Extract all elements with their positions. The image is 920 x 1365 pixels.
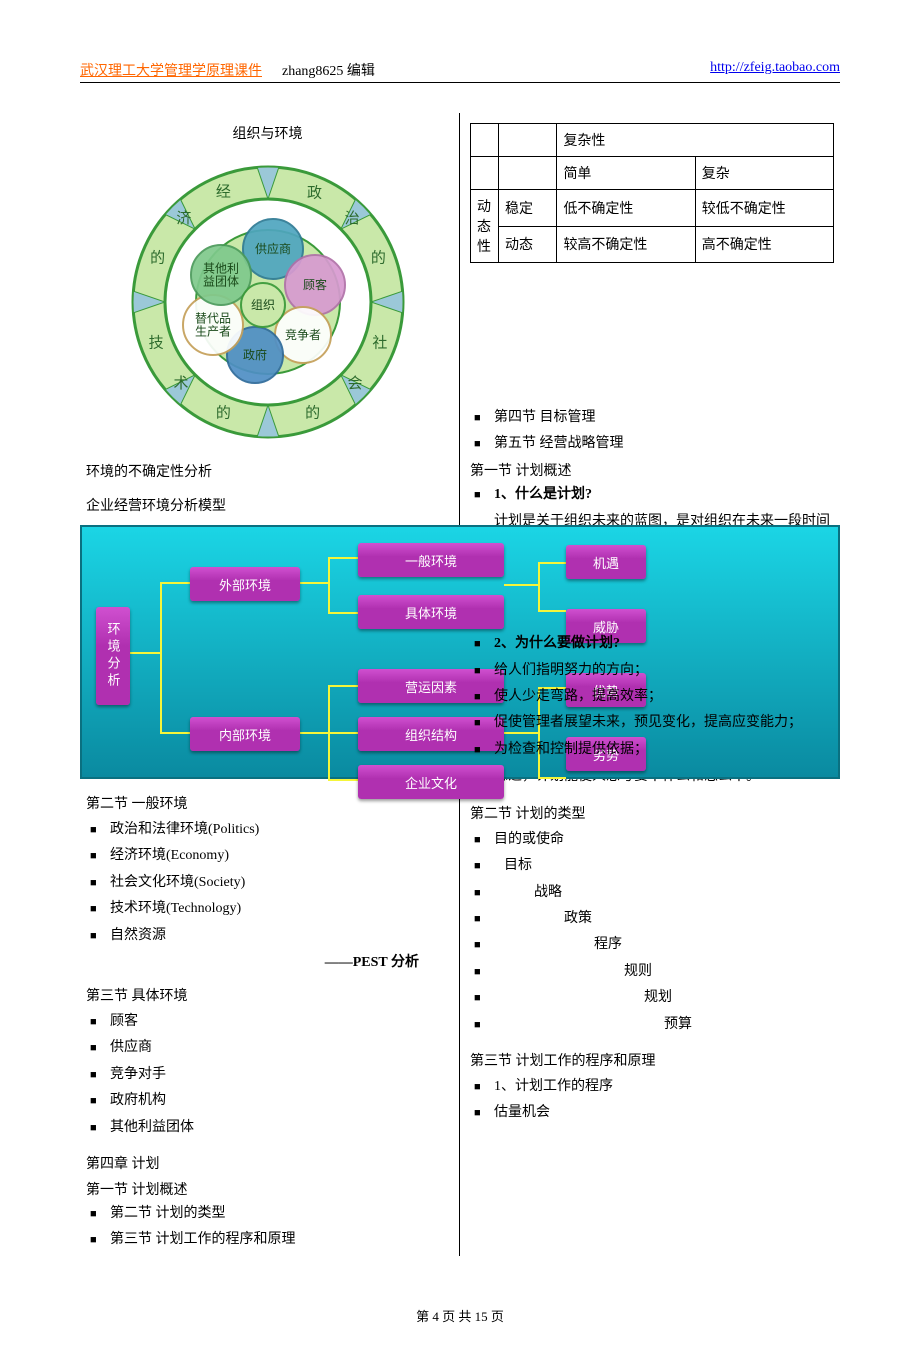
svg-text:其他利: 其他利 bbox=[202, 262, 238, 276]
left-column: 组织与环境 经济的技术的政治的社会的供应商顾客竞争者政府替代品生产者其他利益团体… bbox=[80, 113, 460, 1256]
svg-text:竞争者: 竞争者 bbox=[284, 328, 320, 342]
list-item: 供应商 bbox=[110, 1037, 449, 1059]
list-item: 预算 bbox=[494, 1014, 834, 1036]
list-item: 目标 bbox=[494, 855, 834, 877]
uncertainty-matrix: 复杂性 简单复杂 动 态性稳定低不确定性较低不确定性 动态较高不确定性高不确定性 bbox=[470, 123, 834, 263]
list-item: 第五节 经营战略管理 bbox=[494, 433, 834, 455]
top-sections-list: 第四节 目标管理第五节 经营战略管理 bbox=[470, 407, 834, 456]
list-item: 1、计划工作的程序 bbox=[494, 1076, 834, 1098]
general-env-list: 政治和法律环境(Politics) 经济环境(Economy) 社会文化环境(Soc… bbox=[86, 819, 449, 947]
svg-text:技: 技 bbox=[148, 335, 163, 352]
swot-node: 机遇 bbox=[566, 545, 646, 579]
svg-text:组织: 组织 bbox=[250, 298, 274, 312]
chapter-4-title: 第四章 计划 bbox=[86, 1153, 449, 1173]
list-item: 程序 bbox=[494, 934, 834, 956]
matrix-col-complex: 复杂 bbox=[695, 157, 833, 190]
svg-text:的: 的 bbox=[215, 404, 230, 421]
list-item: 政府机构 bbox=[110, 1090, 449, 1112]
list-item: 规划 bbox=[494, 987, 834, 1009]
svg-text:益团体: 益团体 bbox=[202, 275, 238, 289]
list-item: 社会文化环境(Society) bbox=[110, 872, 449, 894]
svg-text:经: 经 bbox=[215, 184, 230, 201]
swot-node: 企业文化 bbox=[358, 765, 504, 799]
list-item: 政治和法律环境(Politics) bbox=[110, 819, 449, 841]
matrix-col-simple: 简单 bbox=[557, 157, 695, 190]
plan-types-list: 目的或使命目标战略政策程序规则规划预算 bbox=[470, 829, 834, 1036]
list-item: 目的或使命 bbox=[494, 829, 834, 851]
header-url-link[interactable]: http://zfeig.taobao.com bbox=[710, 60, 840, 80]
svg-text:政府: 政府 bbox=[242, 347, 266, 362]
matrix-complexity-header: 复杂性 bbox=[557, 124, 834, 157]
svg-text:替代品: 替代品 bbox=[194, 312, 230, 326]
list-item: 估量机会 bbox=[494, 1102, 834, 1124]
matrix-cell-00: 低不确定性 bbox=[557, 190, 695, 227]
plan-q2: 2、为什么要做计划? bbox=[470, 633, 834, 655]
header-source: 武汉理工大学管理学原理课件 bbox=[80, 60, 262, 80]
list-item: 第四节 目标管理 bbox=[494, 407, 834, 429]
matrix-cell-11: 高不确定性 bbox=[695, 226, 833, 263]
swot-node: 一般环境 bbox=[358, 543, 504, 577]
swot-node: 具体环境 bbox=[358, 595, 504, 629]
org-env-ring-diagram: 经济的技术的政治的社会的供应商顾客竞争者政府替代品生产者其他利益团体组织 bbox=[123, 157, 413, 447]
list-item: 战略 bbox=[494, 882, 834, 904]
plan-q1: 1、什么是计划? bbox=[470, 484, 834, 506]
svg-text:济: 济 bbox=[176, 210, 191, 227]
header-editor: zhang8625 编辑 bbox=[282, 60, 375, 80]
list-item: 第三节 计划工作的程序和原理 bbox=[110, 1229, 449, 1251]
content-columns: 组织与环境 经济的技术的政治的社会的供应商顾客竞争者政府替代品生产者其他利益团体… bbox=[80, 113, 840, 1256]
list-item: 给人们指明努力的方向； bbox=[494, 660, 834, 682]
swot-node: 组织结构 bbox=[358, 717, 504, 751]
svg-text:会: 会 bbox=[347, 375, 362, 392]
svg-text:政: 政 bbox=[306, 184, 321, 201]
swot-node: 营运因素 bbox=[358, 669, 504, 703]
list-item: 为检查和控制提供依据； bbox=[494, 739, 834, 761]
svg-text:的: 的 bbox=[305, 404, 320, 421]
svg-text:生产者: 生产者 bbox=[194, 325, 230, 339]
matrix-row-header: 动 态性 bbox=[471, 190, 499, 263]
q2-heading: 2、为什么要做计划? bbox=[494, 633, 834, 655]
list-item: 技术环境(Technology) bbox=[110, 898, 449, 920]
swot-node: 内部环境 bbox=[190, 717, 300, 751]
right-sec3-title: 第三节 计划工作的程序和原理 bbox=[470, 1050, 834, 1070]
ch4-sub-list: 第二节 计划的类型第三节 计划工作的程序和原理 bbox=[86, 1203, 449, 1252]
specific-env-list: 顾客供应商竞争对手政府机构其他利益团体 bbox=[86, 1011, 449, 1139]
list-item: 第二节 计划的类型 bbox=[110, 1203, 449, 1225]
plan-procedure-list: 1、计划工作的程序估量机会 bbox=[470, 1076, 834, 1125]
list-item: 使人少走弯路，提高效率； bbox=[494, 686, 834, 708]
matrix-cell-01: 较低不确定性 bbox=[695, 190, 833, 227]
swot-node: 外部环境 bbox=[190, 567, 300, 601]
right-sec2-title: 第二节 计划的类型 bbox=[470, 803, 834, 823]
svg-text:的: 的 bbox=[370, 249, 385, 266]
list-item: 顾客 bbox=[110, 1011, 449, 1033]
section-3-title: 第三节 具体环境 bbox=[86, 985, 449, 1005]
right-sec1-title: 第一节 计划概述 bbox=[470, 460, 834, 480]
env-model-title: 企业经营环境分析模型 bbox=[86, 495, 449, 515]
svg-text:术: 术 bbox=[173, 375, 188, 392]
matrix-row-dynamic: 动态 bbox=[499, 226, 557, 263]
svg-text:的: 的 bbox=[150, 249, 165, 266]
list-item: 竞争对手 bbox=[110, 1064, 449, 1086]
swot-node: 环境分析 bbox=[96, 607, 130, 705]
list-item: 促使管理者展望未来，预见变化，提高应变能力； bbox=[494, 712, 834, 734]
q1-heading: 1、什么是计划? bbox=[494, 484, 834, 506]
list-item: 经济环境(Economy) bbox=[110, 845, 449, 867]
list-item: 政策 bbox=[494, 908, 834, 930]
svg-text:供应商: 供应商 bbox=[254, 241, 290, 256]
svg-text:治: 治 bbox=[344, 210, 359, 227]
matrix-row-stable: 稳定 bbox=[499, 190, 557, 227]
matrix-cell-10: 较高不确定性 bbox=[557, 226, 695, 263]
list-item: 自然资源 bbox=[110, 925, 449, 947]
list-item: 其他利益团体 bbox=[110, 1117, 449, 1139]
svg-text:顾客: 顾客 bbox=[302, 277, 326, 292]
list-item: 规则 bbox=[494, 961, 834, 983]
page-number: 第 4 页 共 15 页 bbox=[80, 1306, 840, 1325]
svg-text:社: 社 bbox=[372, 335, 387, 352]
uncertainty-analysis-title: 环境的不确定性分析 bbox=[86, 461, 449, 481]
page-header: 武汉理工大学管理学原理课件 zhang8625 编辑 http://zfeig.… bbox=[80, 60, 840, 83]
pest-label: ——PEST 分析 bbox=[86, 951, 449, 971]
ch4-sec1-title: 第一节 计划概述 bbox=[86, 1179, 449, 1199]
org-env-title: 组织与环境 bbox=[86, 123, 449, 143]
